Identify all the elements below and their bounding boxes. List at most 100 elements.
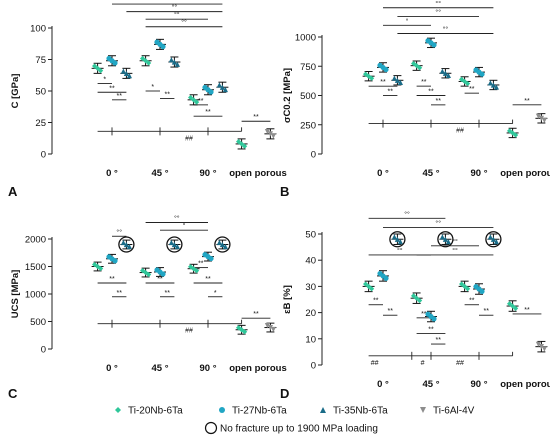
significance-label: # — [421, 360, 425, 367]
panel-B: 0 250 500 750 1000 σC0.2 [MPa] 0 ° 45 ° 90 ° open… — [280, 0, 550, 199]
x-category-label: 0 ° — [106, 168, 118, 179]
data-point — [459, 76, 465, 82]
data-point — [535, 341, 541, 347]
data-point — [507, 301, 513, 307]
data-point — [140, 55, 146, 62]
data-point — [462, 283, 468, 289]
data-point — [420, 407, 426, 413]
y-tick-label: 750 — [300, 62, 316, 73]
x-category-label: 90 ° — [199, 363, 216, 374]
data-point — [479, 288, 485, 294]
data-point — [394, 236, 400, 242]
y-tick-label: 100 — [30, 24, 46, 35]
data-point — [126, 73, 132, 79]
data-point — [535, 113, 541, 119]
x-category-label: 0 ° — [377, 379, 389, 390]
y-axis-label: εB [%] — [282, 285, 293, 314]
x-category-label: 0 ° — [106, 363, 118, 374]
data-point — [264, 322, 270, 329]
data-point — [112, 258, 118, 264]
data-point — [146, 271, 152, 278]
data-point — [510, 303, 516, 309]
data-point — [239, 141, 245, 147]
panel-D: 0 10 20 30 40 50 εB [%] 0 ° 45 ° 90 ° open porous D… — [280, 210, 550, 401]
significance-label: ** — [164, 92, 170, 99]
data-point — [363, 71, 369, 77]
data-point — [188, 94, 194, 101]
significance-label: ** — [373, 298, 379, 305]
data-point — [394, 77, 400, 83]
data-point — [465, 80, 471, 87]
x-category-label: 0 ° — [377, 168, 389, 179]
significance-label: ** — [116, 290, 122, 297]
data-point — [490, 82, 496, 88]
data-point — [95, 65, 101, 71]
data-point — [363, 281, 369, 287]
data-point — [267, 324, 273, 331]
y-tick-label: 25 — [35, 118, 46, 129]
significance-label: °° — [181, 19, 187, 27]
data-point — [222, 86, 228, 93]
significance-label: ** — [198, 261, 204, 268]
significance-label: °° — [174, 11, 180, 19]
significance-label: °° — [174, 215, 180, 223]
x-category-label: open porous — [500, 379, 550, 390]
data-point — [442, 70, 448, 76]
panel-label: D — [280, 386, 289, 401]
significance-label: ** — [253, 311, 259, 318]
y-tick-label: 50 — [305, 230, 316, 241]
significance-label: °° — [404, 210, 410, 218]
data-point — [445, 72, 451, 78]
data-point — [417, 65, 423, 71]
data-point — [417, 297, 423, 304]
data-point — [188, 264, 194, 270]
significance-label: ° — [406, 17, 409, 25]
data-point — [397, 238, 403, 245]
data-point — [92, 63, 98, 69]
significance-label: * — [214, 290, 217, 297]
no-fracture-circle — [437, 231, 454, 248]
data-point — [320, 407, 326, 413]
data-point — [397, 79, 403, 85]
x-category-label: 45 ° — [422, 168, 439, 179]
data-point — [541, 346, 547, 352]
legend-label: Ti-35Nb-6Ta — [333, 406, 388, 417]
x-category-label: 45 ° — [151, 168, 168, 179]
data-point — [168, 57, 174, 63]
panel-A: 0 25 50 75 100 C [GPa] 0 ° 45 ° 90 ° open porous A… — [8, 0, 287, 199]
panel-C: 0 500 1000 1500 2000 UCS [MPa] 0 ° 45 ° 90 ° open… — [8, 215, 287, 402]
significance-label: ## — [371, 360, 379, 367]
data-point — [383, 275, 389, 281]
y-tick-label: 0 — [41, 150, 46, 161]
data-point — [383, 66, 389, 73]
data-point — [143, 58, 149, 64]
data-point — [168, 239, 174, 246]
data-point — [219, 407, 225, 413]
x-category-label: 90 ° — [470, 168, 487, 179]
significance-label: ** — [483, 308, 489, 315]
y-axis-label: UCS [MPa] — [10, 270, 21, 319]
data-point — [120, 68, 126, 74]
data-point — [219, 241, 225, 248]
y-tick-label: 500 — [300, 91, 316, 102]
data-point — [414, 295, 420, 301]
no-fracture-circle — [118, 236, 135, 253]
data-point — [171, 241, 177, 248]
significance-label: * — [151, 84, 154, 91]
data-point — [123, 241, 129, 248]
y-tick-label: 20 — [305, 308, 316, 319]
data-point — [174, 243, 180, 250]
data-point — [270, 326, 276, 333]
y-axis-label: C [GPa] — [10, 74, 21, 109]
significance-label: °° — [435, 0, 441, 8]
no-fracture-circle — [214, 236, 231, 253]
y-tick-label: 50 — [35, 87, 46, 98]
no-fracture-circle — [389, 231, 406, 248]
y-tick-label: 0 — [311, 150, 316, 161]
data-point — [538, 115, 544, 121]
x-category-label: open porous — [500, 168, 550, 179]
data-point — [391, 234, 397, 240]
y-tick-label: 40 — [305, 256, 316, 267]
data-point — [538, 344, 544, 350]
